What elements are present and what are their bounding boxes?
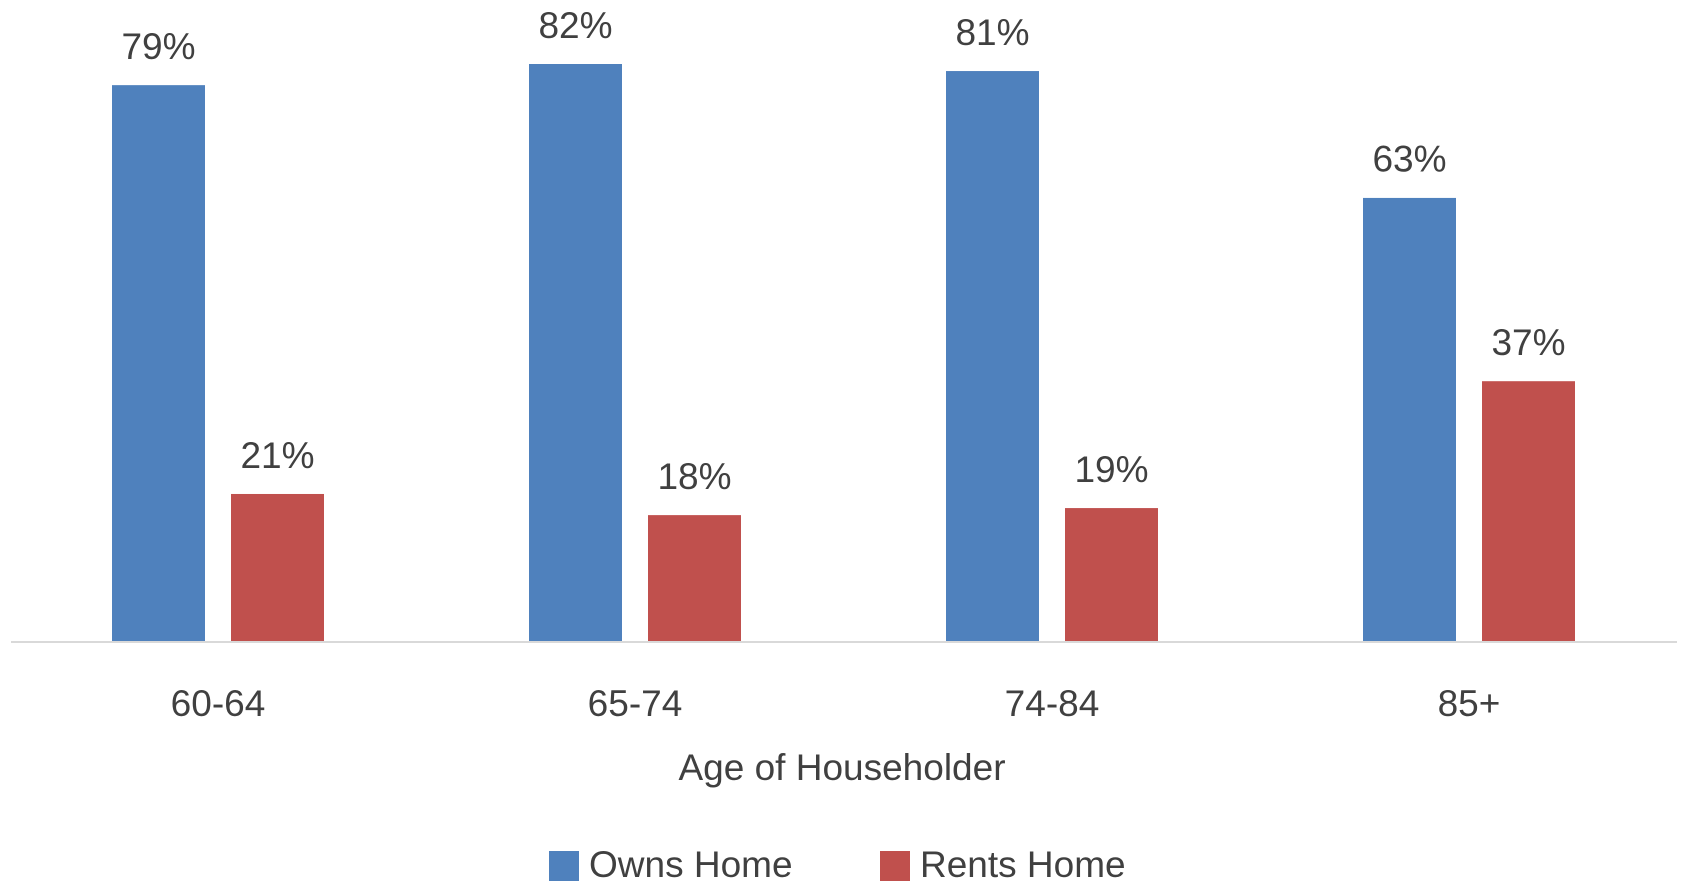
data-label: 79% — [121, 26, 195, 67]
x-axis-title: Age of Householder — [678, 747, 1005, 788]
data-label: 19% — [1074, 449, 1148, 490]
legend-label: Owns Home — [589, 844, 793, 885]
data-label: 21% — [240, 435, 314, 476]
legend-swatch — [880, 851, 910, 881]
bar — [946, 71, 1039, 643]
bar — [1065, 508, 1158, 642]
x-tick-label: 85+ — [1438, 683, 1501, 724]
data-label: 81% — [955, 12, 1029, 53]
bar — [529, 64, 622, 642]
data-label: 18% — [657, 456, 731, 497]
legend-label: Rents Home — [920, 844, 1126, 885]
data-label: 63% — [1372, 139, 1446, 180]
bar — [112, 85, 205, 642]
x-tick-label: 74-84 — [1005, 683, 1100, 724]
x-tick-label: 65-74 — [588, 683, 683, 724]
bar — [1363, 197, 1456, 643]
bar — [648, 515, 741, 642]
data-label: 82% — [538, 5, 612, 46]
data-label: 37% — [1491, 322, 1565, 363]
bar — [231, 493, 324, 642]
bar — [1482, 381, 1575, 642]
legend-swatch — [549, 851, 579, 881]
x-tick-label: 60-64 — [171, 683, 266, 724]
